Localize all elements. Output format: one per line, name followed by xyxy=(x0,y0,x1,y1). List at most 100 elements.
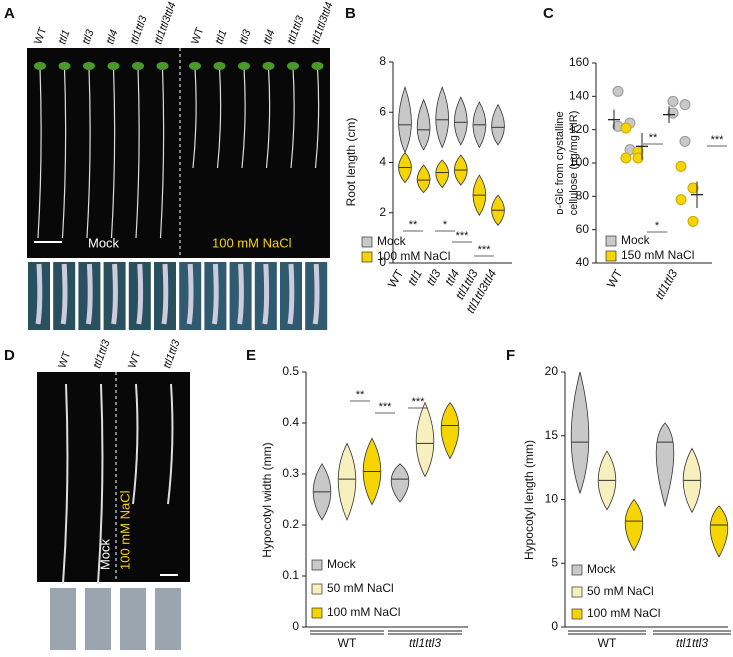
point xyxy=(612,85,624,97)
genotype-label: WT xyxy=(126,350,143,370)
y-tick-label: 0.5 xyxy=(282,364,299,378)
root-tip xyxy=(262,263,270,325)
genotype-label: ttl1 xyxy=(56,28,72,46)
panel-letter: E xyxy=(246,347,256,364)
violin xyxy=(415,401,435,478)
seedling xyxy=(159,67,165,239)
significance: * xyxy=(655,220,660,232)
y-tick-label: 140 xyxy=(569,89,589,103)
point xyxy=(667,107,679,119)
point xyxy=(667,95,679,107)
significance: ** xyxy=(649,132,658,144)
legend-label: 100 mM NaCl xyxy=(587,606,660,620)
seedling xyxy=(290,67,295,169)
legend-swatch xyxy=(311,583,323,595)
genotype-label: ttl1ttl3ttl4 xyxy=(309,1,335,46)
legend-label: Mock xyxy=(621,233,651,247)
seedling xyxy=(135,67,140,239)
condition-label: Mock xyxy=(97,538,112,570)
cotyledon xyxy=(156,62,169,70)
hypocotyl-photo xyxy=(120,588,146,650)
x-tick-label: ttl1ttl3 xyxy=(676,636,708,650)
legend-swatch xyxy=(361,236,373,248)
y-tick-label: 15 xyxy=(545,428,559,442)
genotype-label: ttl3 xyxy=(237,27,254,46)
cotyledon xyxy=(213,62,226,70)
y-tick-label: 0.4 xyxy=(282,415,299,429)
legend-swatch xyxy=(605,235,617,247)
violin xyxy=(398,85,412,154)
seedling xyxy=(241,67,246,169)
panel-letter: A xyxy=(4,5,15,22)
y-tick-label: 6 xyxy=(379,104,386,118)
y-axis-label: ᴅ-Glc from crystalline xyxy=(554,111,566,214)
seedling xyxy=(314,67,320,169)
seedling xyxy=(37,67,42,239)
cotyledon xyxy=(189,62,201,70)
genotype-label: WT xyxy=(189,26,206,46)
violin xyxy=(440,401,460,460)
photo xyxy=(27,48,330,258)
legend-label: 150 mM NaCl xyxy=(621,248,694,262)
violin xyxy=(454,96,468,146)
genotype-label: ttl1ttl3ttl4 xyxy=(152,1,178,46)
legend-label: Mock xyxy=(587,562,617,576)
y-tick-label: 40 xyxy=(576,255,590,269)
hypocotyl-photo xyxy=(155,588,181,650)
point xyxy=(687,215,699,227)
seedling xyxy=(86,67,91,239)
x-tick-label: ttl1ttl3 xyxy=(409,636,441,650)
violin xyxy=(435,86,449,149)
legend-swatch xyxy=(571,608,583,620)
significance: *** xyxy=(478,244,492,256)
legend-label: 50 mM NaCl xyxy=(327,581,394,595)
point xyxy=(687,182,699,194)
violin xyxy=(390,463,410,503)
seedling xyxy=(265,67,271,169)
y-tick-label: 2 xyxy=(379,205,386,219)
legend-swatch xyxy=(605,250,617,262)
hypocotyl-photo xyxy=(50,588,76,650)
point xyxy=(675,194,687,206)
genotype-label: ttl1ttl3 xyxy=(161,338,183,371)
x-tick-label: WT xyxy=(338,636,357,650)
seedling xyxy=(110,67,116,239)
violin xyxy=(491,103,505,146)
panel-letter: C xyxy=(543,5,554,22)
y-axis-label: Hypocotyl width (mm) xyxy=(260,442,274,557)
point xyxy=(620,152,632,164)
genotype-label: ttl1ttl3 xyxy=(91,338,113,371)
y-tick-label: 0.3 xyxy=(282,466,299,480)
point xyxy=(679,135,691,147)
significance: *** xyxy=(412,396,426,408)
y-tick-label: 0 xyxy=(551,619,558,633)
root-tip xyxy=(211,263,219,325)
x-tick-label: WT xyxy=(598,636,617,650)
x-tick-label: ttl1ttl3 xyxy=(652,267,680,302)
legend-label: Mock xyxy=(327,557,357,571)
root-tip xyxy=(161,263,169,325)
root-tip xyxy=(237,263,244,325)
y-tick-label: 5 xyxy=(551,555,558,569)
legend-label: Mock xyxy=(377,234,407,248)
significance: *** xyxy=(456,230,470,242)
y-axis-label: Root length (cm) xyxy=(344,118,358,207)
genotype-label: ttl3 xyxy=(80,27,97,46)
seedling xyxy=(216,67,222,169)
root-tip xyxy=(312,263,320,325)
root-tip xyxy=(60,263,68,325)
seedling xyxy=(132,383,139,505)
cotyledon xyxy=(58,62,71,70)
genotype-label: ttl4 xyxy=(104,28,120,46)
genotype-label: WT xyxy=(56,350,73,370)
cotyledon xyxy=(238,62,250,70)
panel-letter: D xyxy=(4,347,15,364)
cotyledon xyxy=(34,62,46,70)
x-tick-label: ttl1 xyxy=(405,267,425,288)
violin xyxy=(570,371,590,495)
y-tick-label: 80 xyxy=(576,189,590,203)
genotype-label: ttl1ttl3 xyxy=(128,14,150,47)
point xyxy=(620,122,632,134)
condition-label: 100 mM NaCl xyxy=(117,490,132,570)
